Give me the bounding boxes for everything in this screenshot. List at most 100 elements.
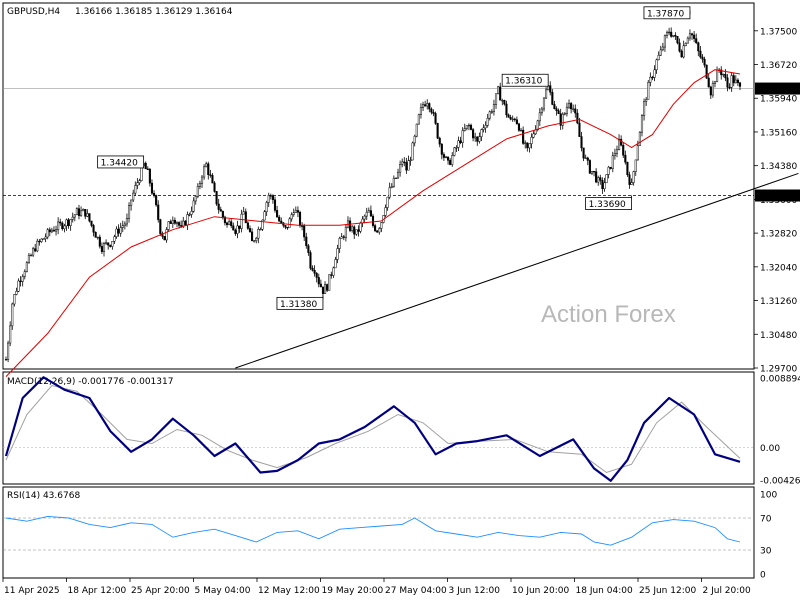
candle-body bbox=[711, 83, 714, 96]
annotation-label: 1.34420 bbox=[101, 158, 138, 168]
candle-body bbox=[213, 182, 216, 192]
candle-body bbox=[9, 325, 12, 344]
candle-body bbox=[267, 195, 270, 203]
candle-body bbox=[419, 107, 423, 115]
candle-body bbox=[392, 177, 395, 187]
candle-body bbox=[265, 202, 268, 212]
candle-body bbox=[336, 248, 339, 260]
candle-body bbox=[396, 171, 400, 179]
candle-body bbox=[88, 213, 91, 222]
rsi-title: RSI(14) 43.6768 bbox=[7, 491, 80, 501]
candle-body bbox=[720, 69, 723, 76]
symbol-title: GBPUSD,H4 bbox=[7, 7, 60, 17]
candle-body bbox=[255, 237, 258, 241]
candle-body bbox=[645, 99, 648, 102]
candle-body bbox=[586, 157, 589, 161]
candle-body bbox=[590, 170, 593, 174]
candle-body bbox=[528, 143, 531, 149]
candle-body bbox=[184, 220, 187, 226]
candle-body bbox=[7, 342, 10, 360]
candle-body bbox=[632, 171, 635, 183]
price-axis-label: 1.29700 bbox=[760, 365, 797, 375]
candle-body bbox=[65, 219, 68, 227]
candle-body bbox=[403, 161, 406, 163]
candle-body bbox=[628, 174, 631, 185]
candle-body bbox=[657, 54, 660, 61]
candle-body bbox=[455, 147, 458, 149]
candle-body bbox=[365, 211, 368, 217]
candle-body bbox=[695, 38, 698, 44]
candle-body bbox=[359, 222, 362, 232]
annotation-box bbox=[585, 197, 632, 210]
price-axis-label: 1.35940 bbox=[760, 95, 797, 105]
candle-body bbox=[653, 69, 656, 78]
candle-body bbox=[54, 229, 58, 232]
candle-body bbox=[459, 140, 462, 143]
candle-body bbox=[561, 113, 564, 126]
candle-body bbox=[697, 42, 700, 52]
macd-axis-label: 0.00 bbox=[760, 444, 780, 454]
candle-body bbox=[69, 219, 72, 226]
rsi-axis-label: 70 bbox=[760, 515, 772, 525]
candle-body bbox=[253, 240, 256, 242]
candle-body bbox=[248, 228, 252, 233]
candle-body bbox=[463, 128, 466, 131]
candle-body bbox=[155, 195, 158, 206]
candle-body bbox=[159, 219, 162, 234]
candle-body bbox=[92, 225, 95, 233]
candle-body bbox=[11, 303, 14, 327]
candle-body bbox=[676, 36, 679, 44]
candle-body bbox=[292, 212, 295, 215]
candle-body bbox=[505, 103, 508, 116]
candle-body bbox=[672, 35, 675, 37]
candle-body bbox=[709, 86, 712, 96]
candle-body bbox=[117, 228, 120, 234]
candle-body bbox=[630, 182, 633, 185]
candle-body bbox=[417, 114, 420, 125]
candle-body bbox=[584, 157, 587, 159]
candle-body bbox=[670, 31, 673, 37]
time-axis-label: 19 May 20:00 bbox=[322, 586, 384, 596]
candle-body bbox=[551, 92, 554, 105]
candle-body bbox=[369, 210, 372, 217]
candle-body bbox=[338, 238, 341, 249]
candle-body bbox=[542, 97, 546, 110]
candle-body bbox=[17, 280, 20, 292]
candle-body bbox=[430, 108, 433, 113]
candle-body bbox=[582, 147, 585, 159]
candle-body bbox=[457, 140, 460, 148]
candle-body bbox=[565, 106, 568, 114]
candle-body bbox=[415, 123, 418, 137]
candle-body bbox=[84, 208, 87, 217]
candle-body bbox=[453, 147, 456, 156]
candle-body bbox=[465, 125, 468, 129]
candle-body bbox=[102, 243, 106, 252]
candle-body bbox=[203, 166, 206, 178]
candle-body bbox=[526, 142, 529, 149]
candle-body bbox=[716, 69, 719, 83]
annotation-box bbox=[501, 73, 549, 87]
candle-body bbox=[105, 242, 108, 244]
candle-body bbox=[305, 236, 308, 247]
candle-body bbox=[613, 153, 616, 157]
candle-body bbox=[524, 142, 527, 144]
candle-body bbox=[298, 212, 302, 227]
candle-body bbox=[63, 225, 66, 230]
candle-body bbox=[261, 219, 264, 230]
candle-body bbox=[659, 49, 662, 56]
candle-body bbox=[494, 93, 498, 105]
candle-body bbox=[25, 262, 28, 272]
candle-body bbox=[520, 129, 523, 132]
price-axis-label: 1.34380 bbox=[760, 162, 797, 172]
candle-body bbox=[726, 77, 729, 88]
candle-body bbox=[342, 236, 345, 238]
candle-body bbox=[376, 230, 379, 233]
candle-body bbox=[200, 176, 204, 184]
candle-body bbox=[290, 214, 293, 220]
candle-body bbox=[355, 229, 358, 235]
candle-body bbox=[424, 104, 427, 107]
candle-body bbox=[603, 182, 606, 190]
candle-body bbox=[251, 231, 254, 242]
